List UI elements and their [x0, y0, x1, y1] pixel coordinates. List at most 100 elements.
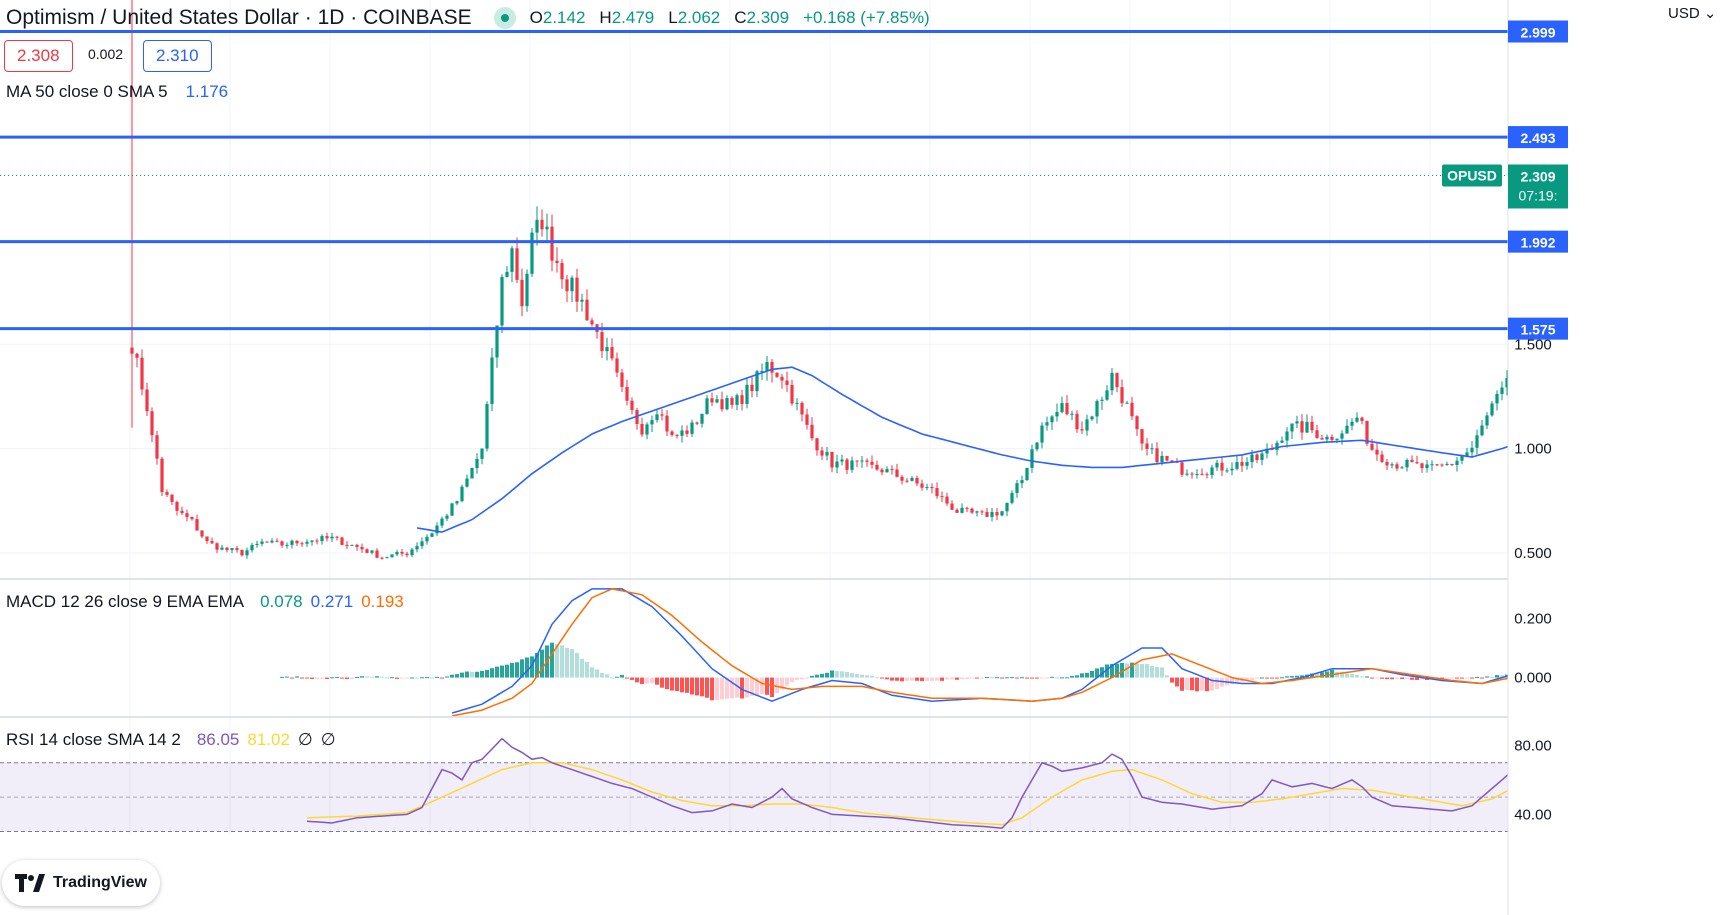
candle-body [1345, 425, 1349, 434]
candle-body [1065, 403, 1069, 415]
candle-body [770, 362, 774, 373]
candle-body [710, 398, 714, 403]
macd-hist-bar [940, 677, 944, 681]
macd-hist-bar [675, 677, 679, 692]
macd-hist-bar [1160, 667, 1164, 678]
macd-hist-bar [945, 677, 949, 680]
price-axis[interactable]: 0.500 1.000 1.500 0.200 0.000 80.00 40.00 2.99… [1442, 0, 1720, 915]
candle-body [835, 461, 839, 468]
macd-hist-bar [600, 672, 604, 678]
candle-body [1295, 421, 1299, 424]
macd-hist-bar [530, 656, 534, 678]
candle-body [1010, 492, 1014, 503]
candle-body [1430, 464, 1434, 466]
candle-body [1040, 425, 1044, 443]
macd-legend-label: MACD 12 26 close 9 EMA EMA [6, 592, 245, 611]
macd-hist-bar [875, 677, 879, 679]
macd-hist-bar [1235, 677, 1239, 683]
macd-hist-bar [440, 677, 444, 679]
currency-label: USD [1668, 5, 1700, 22]
tradingview-logo[interactable]: TradingView [2, 860, 160, 906]
symbol-title[interactable]: Optimism / United States Dollar · 1D · C… [6, 6, 472, 29]
candle-body [400, 552, 404, 554]
candle-body [1180, 462, 1184, 475]
candle-body [780, 376, 784, 381]
candle-body [280, 541, 284, 546]
buy-price-button[interactable]: 2.310 [143, 40, 212, 72]
macd-hist-bar [1415, 677, 1419, 680]
candle-body [1235, 462, 1239, 469]
candle-body [1135, 416, 1139, 430]
macd-hist-bar [355, 676, 359, 678]
macd-signal-value: 0.193 [361, 592, 404, 611]
macd-hist-bar [1145, 664, 1149, 678]
candle-body [525, 273, 529, 307]
candle-body [1130, 402, 1134, 417]
candle-body [1275, 442, 1279, 450]
candle-body [340, 537, 344, 545]
candle-body [1085, 419, 1089, 431]
macd-hist-bar [605, 674, 609, 678]
candle-body [1035, 442, 1039, 450]
macd-value: 0.271 [310, 592, 354, 611]
current-price-label: OPUSD 2.309 07:19: [1442, 164, 1568, 209]
candle-body [950, 503, 954, 510]
tradingview-logo-icon [15, 874, 46, 892]
candle-body [1245, 462, 1249, 466]
macd-hist-bar [640, 677, 644, 684]
candle-body [305, 541, 309, 544]
candle-body [1410, 459, 1414, 463]
macd-legend[interactable]: MACD 12 26 close 9 EMA EMA 0.078 0.271 0… [6, 592, 404, 612]
macd-hist-bar [570, 649, 574, 678]
candle-body [495, 325, 499, 358]
candle-body [235, 548, 239, 550]
macd-hist-bar [540, 649, 544, 678]
macd-hist-bar [310, 677, 314, 679]
market-status-icon[interactable] [493, 7, 516, 29]
macd-hist-bar [350, 677, 354, 679]
macd-hist-bar [935, 677, 939, 681]
macd-hist-bar [280, 676, 284, 678]
rsi-legend[interactable]: RSI 14 close SMA 14 2 86.05 81.02 ∅ ∅ [6, 730, 336, 750]
candle-body [830, 451, 834, 468]
sell-price-button[interactable]: 2.308 [4, 40, 73, 72]
currency-selector[interactable]: USD ⌄ [1668, 4, 1716, 22]
candle-body [1045, 422, 1049, 426]
macd-hist-bar [290, 677, 294, 679]
macd-hist-bar [1040, 677, 1044, 679]
rsi-pane[interactable] [0, 730, 1578, 833]
candle-body [1185, 473, 1189, 475]
macd-hist-bar [295, 676, 299, 678]
candle-body [815, 438, 819, 451]
candle-body [465, 478, 469, 487]
macd-hist-bar [535, 652, 539, 678]
macd-hist-bar [890, 677, 894, 681]
ma-legend[interactable]: MA 50 close 0 SMA 5 1.176 [6, 82, 228, 102]
macd-hist-bar [955, 677, 959, 680]
macd-hist-bar [300, 677, 304, 679]
macd-hist-bar [670, 677, 674, 691]
candle-body [250, 544, 254, 551]
price-pane[interactable] [0, 0, 1579, 560]
candle-body [415, 546, 419, 550]
macd-signal-line [451, 588, 1578, 717]
candle-body [775, 372, 779, 377]
candle-body [395, 552, 399, 555]
candle-body [1315, 430, 1319, 439]
candle-body [1050, 416, 1054, 423]
candle-body [1455, 460, 1459, 466]
candle-body [425, 536, 429, 542]
candle-body [965, 507, 969, 509]
candle-body [1360, 417, 1364, 421]
macd-hist-bar [1275, 677, 1279, 679]
candle-body [240, 549, 244, 556]
level-label-bg [1508, 230, 1568, 253]
candle-body [390, 554, 394, 558]
horizontal-levels[interactable] [0, 30, 1508, 331]
macd-hist-bar [730, 677, 734, 699]
candle-body [1375, 449, 1379, 455]
macd-hist-bar [365, 676, 369, 678]
macd-hist-bar [830, 670, 834, 678]
macd-hist-bar [1365, 676, 1369, 678]
